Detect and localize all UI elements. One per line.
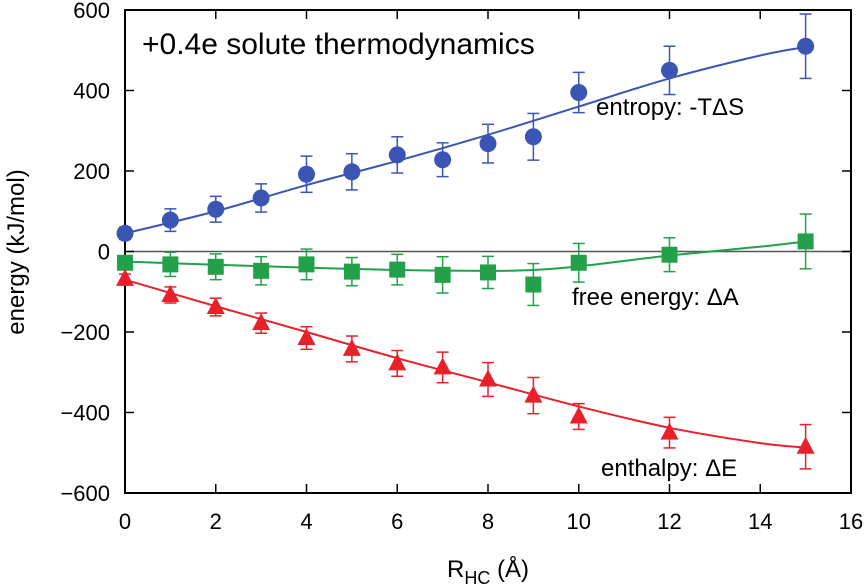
data-point	[116, 268, 134, 286]
data-point	[161, 211, 179, 229]
data-point	[660, 422, 679, 440]
data-point	[797, 37, 815, 55]
data-point	[433, 357, 452, 375]
x-tick-label: 10	[567, 509, 591, 534]
data-point	[569, 406, 588, 424]
data-point	[253, 262, 270, 279]
data-point	[524, 385, 543, 403]
data-point	[252, 189, 270, 207]
data-point	[570, 84, 588, 102]
data-point	[117, 254, 133, 271]
data-point	[661, 61, 678, 79]
data-point	[434, 266, 451, 283]
x-axis-label-unit: (Å)	[490, 555, 529, 583]
x-tick-label: 6	[391, 509, 403, 534]
data-point	[796, 436, 815, 454]
axis-ticks: 0 2 4 6 8 10 12 14 16 −600 −400 −200 0 200 400 600	[60, 0, 863, 534]
x-axis-label-subscript: HC	[464, 568, 490, 588]
data-point	[388, 146, 406, 164]
data-point	[343, 263, 360, 280]
x-tick-label: 2	[210, 509, 222, 534]
y-tick-label: −600	[60, 481, 110, 506]
data-point	[206, 297, 225, 315]
x-tick-label: 0	[119, 509, 131, 534]
data-point	[342, 338, 361, 356]
data-point	[570, 254, 587, 271]
data-point	[161, 284, 180, 302]
y-axis-label: energy (kJ/mol)	[3, 169, 30, 334]
data-point	[116, 224, 134, 242]
data-point	[162, 256, 179, 273]
x-tick-label: 8	[482, 509, 494, 534]
x-tick-label: 14	[748, 509, 772, 534]
data-point	[298, 165, 315, 183]
data-point	[479, 135, 497, 153]
data-point	[343, 163, 361, 181]
data-point	[298, 256, 315, 273]
y-tick-label: 0	[98, 240, 110, 265]
data-point	[434, 151, 452, 169]
data-point	[389, 261, 406, 278]
x-axis-label: RHC (Å)	[447, 555, 529, 588]
y-tick-label: −200	[60, 320, 110, 345]
data-point	[525, 276, 542, 293]
data-point	[207, 200, 225, 218]
y-tick-label: −400	[60, 401, 110, 426]
fit-curve	[124, 240, 806, 272]
data-point	[388, 353, 407, 371]
fit-curve	[124, 46, 806, 235]
x-axis-label-main: R	[447, 556, 464, 583]
x-tick-label: 16	[839, 509, 863, 534]
data-point	[252, 313, 271, 331]
series-label-free-energy: free energy: ΔA	[572, 284, 739, 311]
data-point	[524, 128, 542, 146]
y-tick-label: 600	[73, 0, 110, 23]
series-label-entropy: entropy: -TΔS	[596, 94, 744, 121]
data-markers	[116, 13, 815, 470]
data-point	[479, 369, 497, 387]
x-tick-label: 4	[300, 509, 312, 534]
data-point	[297, 328, 316, 346]
series-label-enthalpy: enthalpy: ΔE	[601, 455, 737, 482]
data-point	[207, 258, 224, 275]
y-tick-label: 200	[73, 159, 110, 184]
data-point	[797, 233, 814, 250]
x-tick-label: 12	[657, 509, 681, 534]
chart-title: +0.4e solute thermodynamics	[142, 28, 535, 61]
data-point	[661, 246, 678, 263]
y-tick-label: 400	[73, 79, 110, 104]
data-point	[480, 264, 496, 281]
